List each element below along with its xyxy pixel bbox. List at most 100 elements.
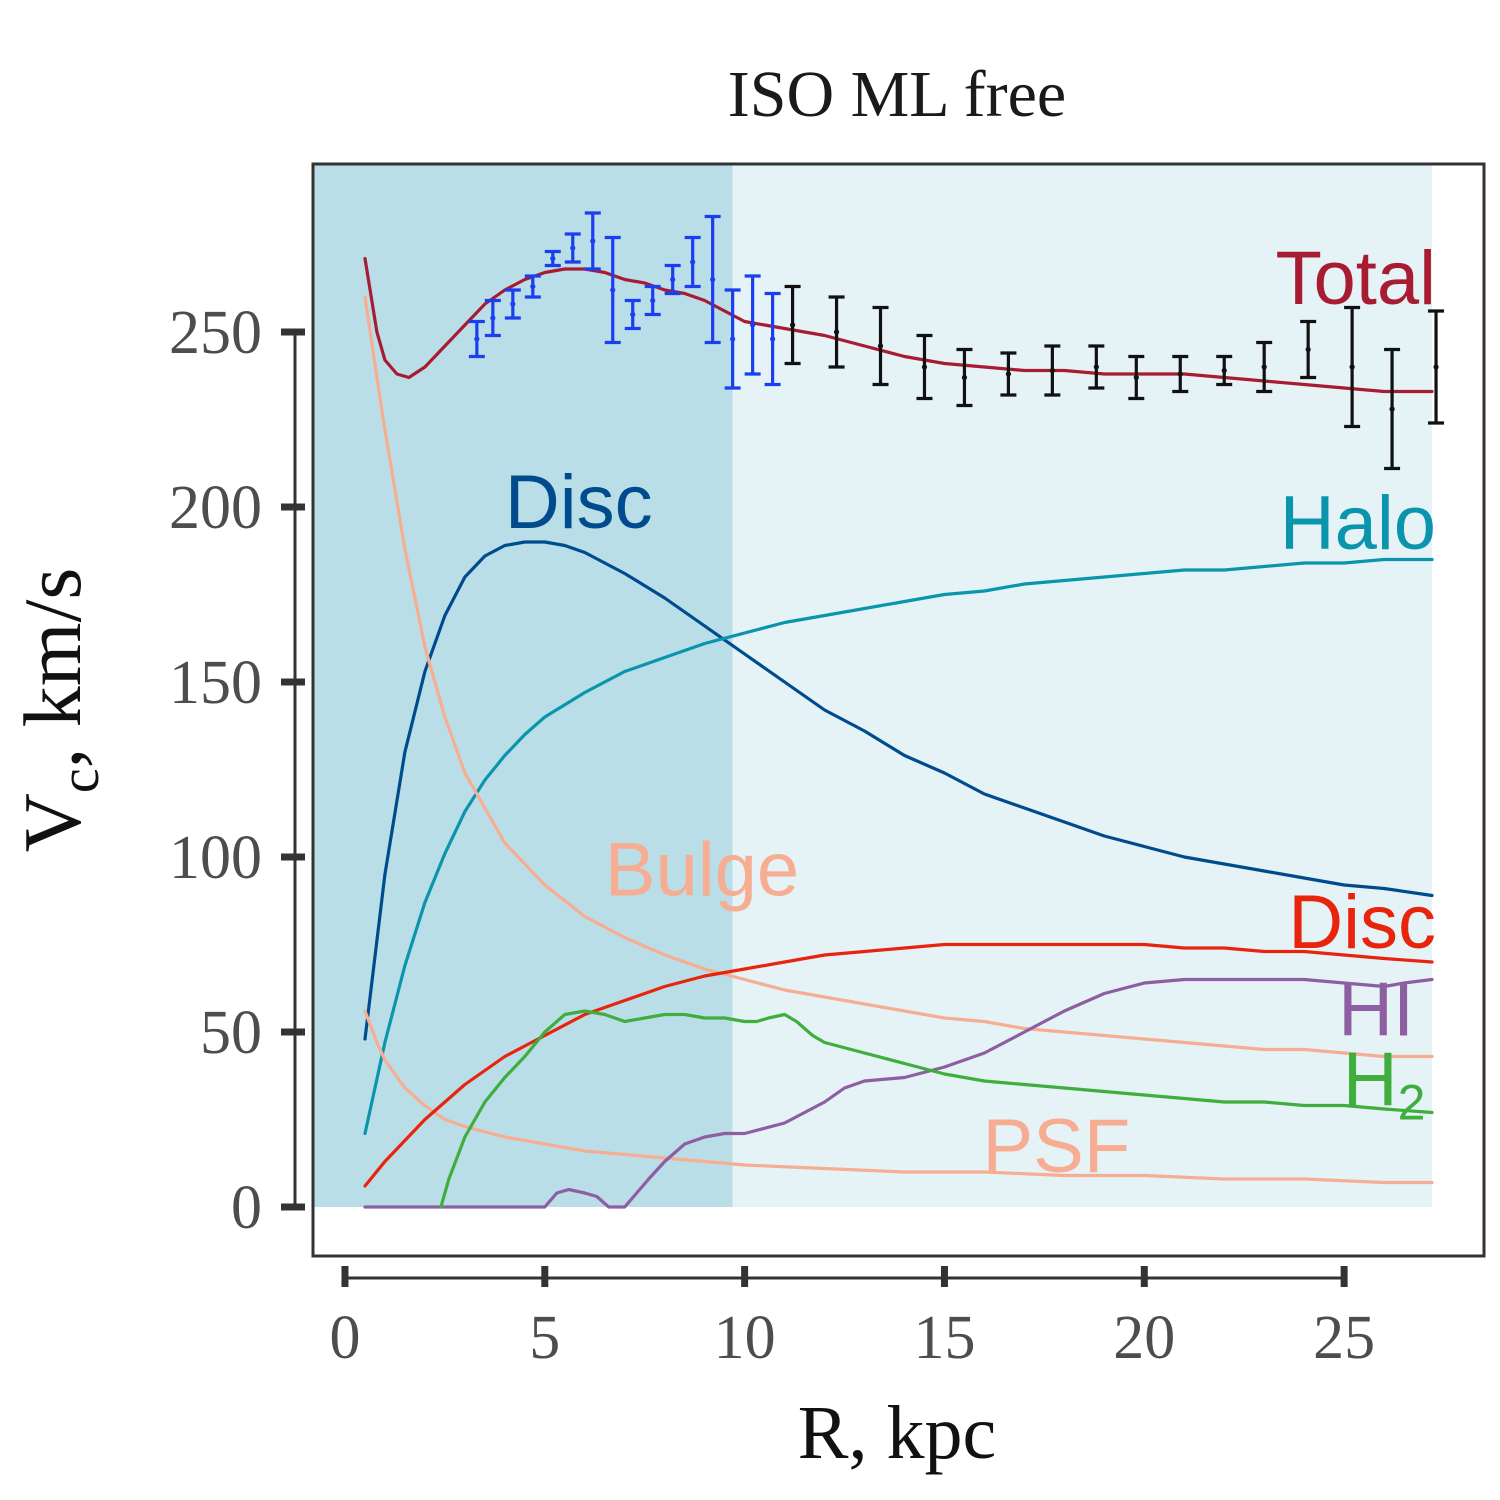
point-marker bbox=[1133, 374, 1139, 381]
x-tick-label: 0 bbox=[329, 1304, 360, 1372]
point-marker bbox=[670, 276, 676, 283]
data-point bbox=[764, 291, 781, 387]
data-point bbox=[664, 263, 681, 296]
data-point bbox=[1172, 354, 1189, 394]
data-point bbox=[704, 214, 721, 345]
data-point bbox=[1216, 354, 1233, 387]
series-line-disc-gas bbox=[363, 942, 1434, 1188]
x-tick-label: 20 bbox=[1113, 1304, 1175, 1372]
data-point bbox=[724, 288, 741, 390]
observation-set-1 bbox=[468, 211, 781, 390]
data-point bbox=[624, 298, 641, 331]
series-line-psf bbox=[363, 1009, 1434, 1185]
data-point bbox=[1256, 340, 1273, 394]
data-point bbox=[1384, 347, 1401, 471]
curve-label-total: Total bbox=[1275, 236, 1436, 321]
point-marker bbox=[630, 311, 636, 318]
point-marker bbox=[1049, 367, 1055, 374]
series-line-disc-stellar bbox=[363, 540, 1434, 1041]
series-line-bulge bbox=[363, 295, 1434, 1059]
point-marker bbox=[1177, 371, 1183, 377]
data-point bbox=[468, 319, 485, 359]
point-marker bbox=[730, 336, 736, 342]
data-point bbox=[504, 288, 521, 320]
y-tick-label: 50 bbox=[200, 999, 262, 1067]
point-marker bbox=[590, 238, 596, 244]
data-point bbox=[916, 333, 933, 401]
point-marker bbox=[1389, 406, 1395, 412]
shaded-region-1 bbox=[313, 164, 733, 1207]
point-marker bbox=[750, 322, 756, 328]
data-point bbox=[1128, 354, 1145, 401]
data-point bbox=[1300, 319, 1317, 380]
observation-set-2 bbox=[784, 284, 1445, 471]
data-point bbox=[1428, 309, 1445, 425]
y-tick-label: 100 bbox=[169, 824, 262, 892]
point-marker bbox=[1093, 364, 1099, 370]
x-tick-label: 10 bbox=[714, 1304, 776, 1372]
y-axis-label-sub: c bbox=[49, 768, 111, 793]
x-tick-label: 15 bbox=[913, 1304, 975, 1372]
x-tick-label: 25 bbox=[1313, 1304, 1375, 1372]
point-marker bbox=[550, 255, 556, 262]
data-point bbox=[872, 305, 889, 387]
point-marker bbox=[570, 245, 576, 251]
data-point bbox=[524, 274, 541, 299]
series-line-hi bbox=[363, 977, 1434, 1209]
curve-label-hi: HI bbox=[1338, 968, 1414, 1053]
point-marker bbox=[921, 364, 928, 370]
y-tick-label: 200 bbox=[169, 474, 262, 542]
series-line-halo bbox=[363, 557, 1434, 1136]
point-marker bbox=[474, 336, 480, 342]
point-marker bbox=[877, 343, 884, 349]
data-point bbox=[744, 274, 761, 376]
data-point bbox=[828, 295, 845, 369]
curve-label-bulge: Bulge bbox=[605, 828, 799, 913]
x-tick-label: 5 bbox=[529, 1304, 560, 1372]
point-marker bbox=[690, 259, 696, 265]
y-axis: 0 50 100 150 200 250 bbox=[169, 299, 305, 1242]
point-marker bbox=[650, 297, 656, 304]
point-marker bbox=[1305, 346, 1311, 353]
data-point bbox=[544, 249, 561, 268]
y-axis-label-main: V bbox=[7, 793, 98, 852]
curve-label-psf: PSF bbox=[982, 1104, 1130, 1189]
point-marker bbox=[961, 374, 968, 381]
observed-points bbox=[468, 211, 1445, 471]
series-line-total bbox=[363, 256, 1434, 394]
data-point bbox=[1000, 351, 1017, 397]
x-axis-label: R, kpc bbox=[798, 1391, 996, 1475]
y-axis-label-rest: , km/s bbox=[7, 568, 98, 768]
point-marker bbox=[770, 336, 776, 342]
x-axis: 0 5 10 15 20 25 bbox=[329, 1266, 1375, 1372]
y-tick-label: 0 bbox=[231, 1174, 262, 1242]
curve-label-disc: Disc bbox=[1288, 880, 1436, 965]
point-marker bbox=[833, 329, 840, 335]
point-marker bbox=[490, 315, 496, 321]
point-marker bbox=[530, 283, 536, 290]
point-marker bbox=[1221, 367, 1227, 374]
curve-label-h2: H2 bbox=[1343, 1038, 1426, 1131]
y-tick-label: 250 bbox=[169, 299, 262, 367]
h2-label: H2 bbox=[1343, 1038, 1426, 1131]
point-marker bbox=[1261, 364, 1267, 370]
data-point bbox=[1044, 344, 1061, 397]
data-point bbox=[564, 232, 581, 264]
shaded-regions bbox=[313, 164, 1433, 1207]
data-point bbox=[644, 284, 661, 317]
plot-frame bbox=[311, 162, 1486, 1258]
data-point bbox=[604, 235, 621, 345]
curve-label-halo: Halo bbox=[1280, 481, 1436, 566]
chart-title: ISO ML free bbox=[728, 58, 1066, 131]
point-marker bbox=[789, 322, 796, 328]
svg-text:Vc, km/s: Vc, km/s bbox=[7, 568, 111, 853]
data-point bbox=[584, 211, 601, 271]
data-point bbox=[1344, 305, 1361, 429]
point-marker bbox=[1005, 371, 1012, 377]
data-point bbox=[956, 347, 973, 408]
y-axis-label: Vc, km/s bbox=[7, 568, 111, 853]
point-marker bbox=[710, 276, 716, 283]
data-point bbox=[684, 235, 701, 289]
